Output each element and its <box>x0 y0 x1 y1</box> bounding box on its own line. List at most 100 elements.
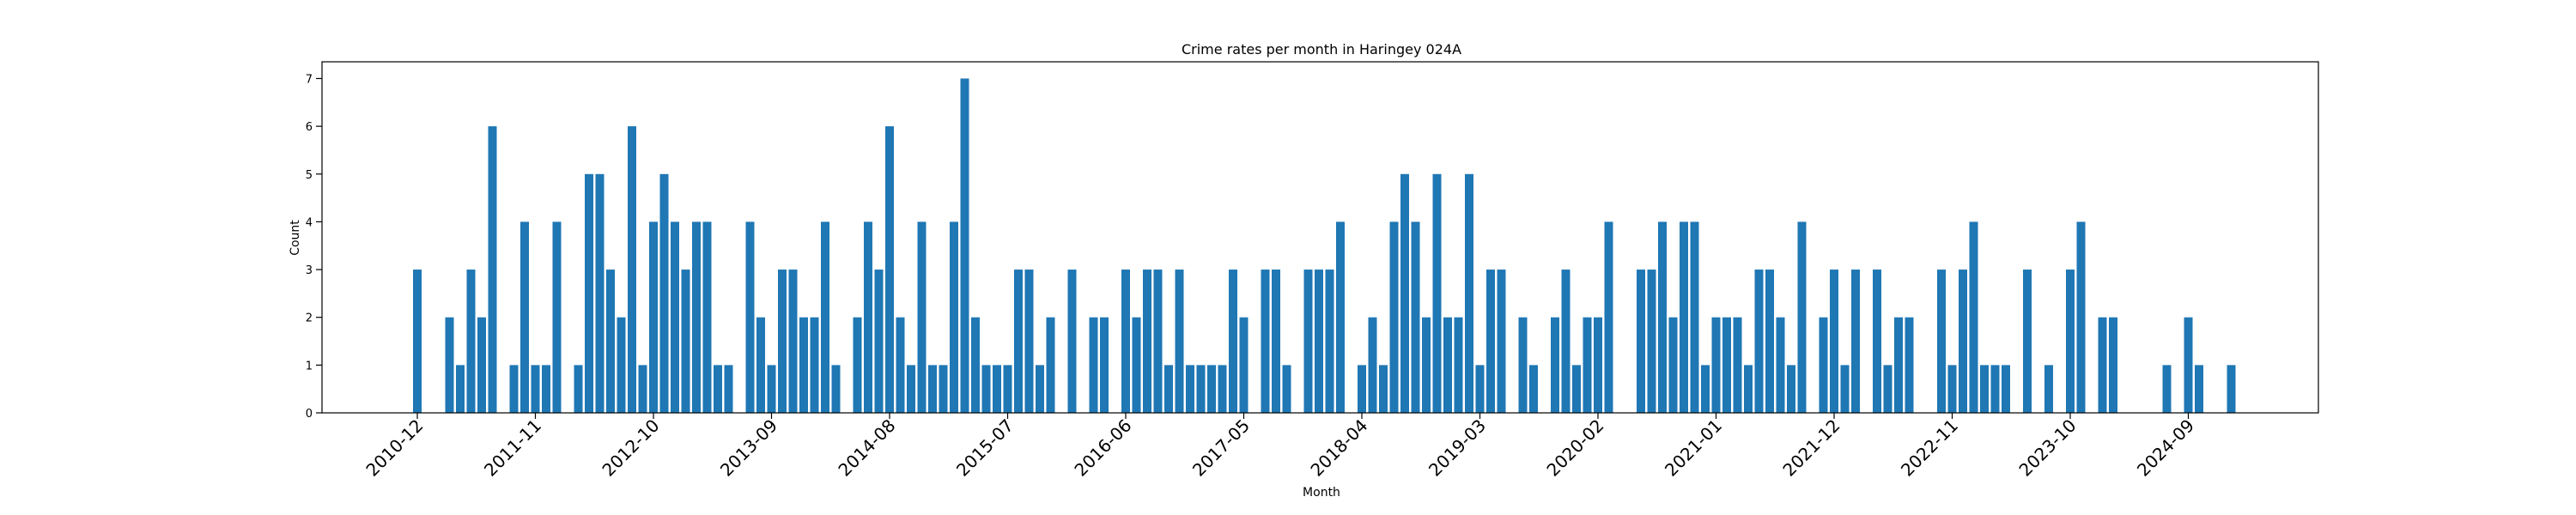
bar-2021-07 <box>1776 317 1785 413</box>
bar-2016-10 <box>1164 365 1173 413</box>
bar-2010-12 <box>413 270 422 413</box>
x-axis: 2010-12 2011-11 2012-10 2013-09 2014-08 2015-… <box>361 413 2198 481</box>
bar-2015-02 <box>950 221 958 413</box>
x-tick-label: 2021-12 <box>1778 415 1844 481</box>
bar-2014-05 <box>853 317 862 413</box>
bars-group <box>413 78 2236 413</box>
bar-2018-11 <box>1432 173 1442 413</box>
bar-2021-11 <box>1819 317 1828 413</box>
y-tick-label: 7 <box>306 73 313 86</box>
bar-2015-08 <box>1014 270 1023 413</box>
bar-2012-12 <box>671 221 679 413</box>
bar-2015-11 <box>1046 317 1055 413</box>
bar-2023-08 <box>2044 365 2053 413</box>
bar-2017-05 <box>1239 317 1249 413</box>
bar-2013-04 <box>714 365 722 413</box>
bar-2019-08 <box>1529 365 1538 413</box>
bar-2011-06 <box>477 317 486 413</box>
y-tick-label: 5 <box>306 169 313 182</box>
bar-2023-02 <box>1980 365 1989 413</box>
bar-2016-03 <box>1089 317 1098 413</box>
bar-2016-09 <box>1153 270 1163 413</box>
plot-frame <box>321 61 2319 414</box>
bar-2019-02 <box>1465 173 1473 413</box>
bar-2024-02 <box>2109 317 2117 413</box>
x-axis-label: Month <box>1303 486 1340 500</box>
bar-2022-06 <box>1894 317 1903 413</box>
bar-2021-02 <box>1722 317 1731 413</box>
bar-2020-08 <box>1658 221 1667 413</box>
x-tick-label: 2012-10 <box>598 415 663 481</box>
bar-2021-06 <box>1765 270 1774 413</box>
bar-2022-12 <box>1959 270 1967 413</box>
bar-2017-09 <box>1282 365 1291 413</box>
bar-2017-03 <box>1218 365 1227 413</box>
y-tick-label: 0 <box>306 408 313 421</box>
bar-2014-07 <box>874 270 884 413</box>
bar-2018-07 <box>1389 221 1399 413</box>
bar-2021-05 <box>1754 270 1764 413</box>
bar-2014-06 <box>864 221 872 413</box>
bar-2018-09 <box>1411 221 1420 413</box>
bar-2016-07 <box>1132 317 1141 413</box>
bar-2023-06 <box>2023 270 2032 413</box>
bar-2015-05 <box>981 365 991 413</box>
bar-2012-05 <box>595 173 605 413</box>
chart-title: Crime rates per month in Haringey 024A <box>1182 41 1461 58</box>
bar-2013-08 <box>756 317 765 413</box>
bar-2021-01 <box>1711 317 1721 413</box>
x-tick-label: 2013-09 <box>716 415 781 481</box>
bar-2012-03 <box>574 365 583 413</box>
bar-2011-10 <box>520 221 529 413</box>
bar-2013-01 <box>681 270 690 413</box>
bar-2016-12 <box>1186 365 1194 413</box>
x-tick-label: 2010-12 <box>361 415 427 481</box>
bar-2022-07 <box>1905 317 1914 413</box>
bar-2023-03 <box>1990 365 2000 413</box>
bar-2021-09 <box>1797 221 1807 413</box>
x-tick-label: 2011-11 <box>480 415 545 481</box>
bar-2015-03 <box>960 78 969 413</box>
bar-2020-09 <box>1668 317 1678 413</box>
bar-2014-01 <box>810 317 819 413</box>
bar-2023-04 <box>2002 365 2010 413</box>
bar-2012-06 <box>606 270 615 413</box>
y-tick-label: 3 <box>306 264 313 277</box>
bar-2019-05 <box>1497 270 1506 413</box>
bar-2012-08 <box>628 126 636 413</box>
x-tick-label: 2018-04 <box>1306 415 1371 481</box>
bar-2024-07 <box>2162 365 2172 413</box>
bar-2024-09 <box>2184 317 2193 413</box>
bar-2012-04 <box>585 173 593 413</box>
bar-2013-10 <box>778 270 787 413</box>
bar-2018-05 <box>1368 317 1377 413</box>
x-tick-label: 2021-01 <box>1661 415 1726 481</box>
bar-2022-11 <box>1947 365 1957 413</box>
bar-2015-09 <box>1024 270 1034 413</box>
bar-2022-02 <box>1851 270 1860 413</box>
bar-2012-01 <box>552 221 562 413</box>
bar-2021-08 <box>1787 365 1795 413</box>
bar-2023-01 <box>1969 221 1978 413</box>
bar-2014-11 <box>917 221 927 413</box>
bar-2012-09 <box>638 365 647 413</box>
bar-2011-07 <box>488 126 497 413</box>
bar-2017-12 <box>1315 270 1323 413</box>
bar-2014-10 <box>907 365 915 413</box>
bar-2020-01 <box>1583 317 1592 413</box>
x-tick-label: 2017-05 <box>1188 415 1254 481</box>
bar-2017-08 <box>1272 270 1280 413</box>
bar-2019-10 <box>1551 317 1559 413</box>
bar-2017-02 <box>1207 365 1216 413</box>
bar-2011-03 <box>445 317 454 413</box>
y-tick-label: 6 <box>306 121 313 134</box>
bar-2022-05 <box>1883 365 1893 413</box>
bar-2018-06 <box>1379 365 1388 413</box>
y-axis-label: Count <box>289 220 302 256</box>
x-tick-label: 2022-11 <box>1897 415 1962 481</box>
bar-2021-03 <box>1733 317 1742 413</box>
bar-2023-10 <box>2066 270 2075 413</box>
bar-2015-10 <box>1036 365 1044 413</box>
bar-2017-07 <box>1261 270 1270 413</box>
